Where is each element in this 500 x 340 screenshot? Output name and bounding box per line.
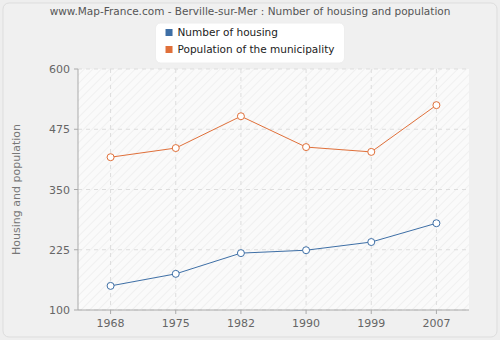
- point: [303, 247, 310, 254]
- point: [107, 282, 114, 289]
- grid-line: [78, 189, 469, 190]
- tick: [74, 249, 78, 250]
- tick-label: 1999: [357, 317, 385, 330]
- tick: [240, 310, 241, 314]
- tick-label: 600: [49, 63, 70, 76]
- background: [0, 0, 500, 340]
- series-group: [107, 102, 440, 290]
- point: [303, 144, 310, 151]
- plot-area: [78, 69, 469, 310]
- tick-label: 475: [49, 123, 70, 136]
- series-line: [111, 105, 437, 157]
- point: [368, 148, 375, 155]
- tick-label: 1975: [162, 317, 190, 330]
- grid-line: [78, 69, 469, 70]
- tick: [74, 129, 78, 130]
- grid-line: [78, 129, 469, 130]
- tick-label: 350: [49, 184, 70, 197]
- point: [433, 220, 440, 227]
- grid-line: [306, 69, 307, 310]
- tick: [74, 189, 78, 190]
- tick-label: 225: [49, 244, 70, 257]
- grid-line: [78, 249, 469, 250]
- x-axis: [78, 310, 469, 311]
- tick: [74, 69, 78, 70]
- frame: [3, 3, 497, 337]
- point: [368, 239, 375, 246]
- point: [433, 102, 440, 109]
- grid-line: [78, 310, 469, 311]
- point: [237, 113, 244, 120]
- title: www.Map-France.com - Berville-sur-Mer : …: [50, 5, 451, 17]
- point: [172, 270, 179, 277]
- legend-label: Number of housing: [178, 26, 278, 38]
- tick: [74, 310, 78, 311]
- chart: 100 225 350 475 600 1968 1975 1982 1990 1999 2007 H…: [0, 0, 500, 340]
- grid-line: [240, 69, 241, 310]
- point: [172, 145, 179, 152]
- legend-box: [156, 23, 345, 63]
- tick: [436, 310, 437, 314]
- grid-line: [110, 69, 111, 310]
- tick: [175, 310, 176, 314]
- point: [237, 250, 244, 257]
- legend-label: Population of the municipality: [178, 43, 335, 55]
- tick-label: 1982: [227, 317, 255, 330]
- tick-label: 100: [49, 304, 70, 317]
- legend-swatch: [166, 29, 173, 36]
- point: [107, 154, 114, 161]
- tick: [110, 310, 111, 314]
- legend: Number of housing Population of the munic…: [156, 23, 345, 63]
- grid-line: [371, 69, 372, 310]
- axis-label: Housing and population: [10, 124, 23, 255]
- series-line: [111, 223, 437, 286]
- tick: [371, 310, 372, 314]
- tick-label: 1968: [97, 317, 125, 330]
- tick: [306, 310, 307, 314]
- tick-label: 2007: [422, 317, 450, 330]
- legend-swatch: [166, 46, 173, 53]
- tick-label: 1990: [292, 317, 320, 330]
- y-axis: [78, 69, 79, 310]
